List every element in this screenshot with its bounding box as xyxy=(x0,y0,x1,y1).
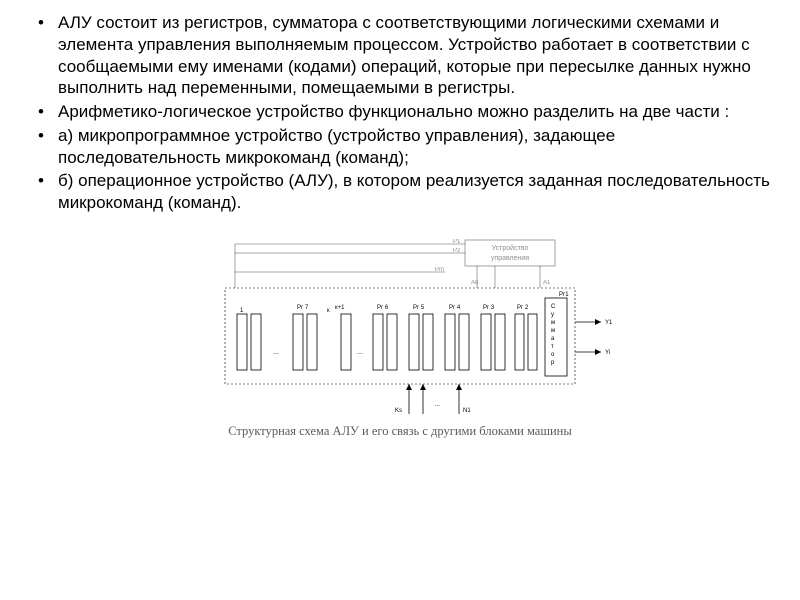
an-label: An xyxy=(471,280,478,286)
svg-text:...: ... xyxy=(435,402,440,408)
bullet-item: Арифметико-логическое устройство функцио… xyxy=(58,101,770,123)
svg-text:С: С xyxy=(551,304,556,310)
svg-text:м: м xyxy=(551,320,555,326)
diagram-caption: Структурная схема АЛУ и его связь с друг… xyxy=(228,424,572,439)
bullet-item: а) микропрограммное устройство (устройст… xyxy=(58,125,770,169)
output-y1: Y1 xyxy=(605,320,613,326)
control-unit-line2: управления xyxy=(491,255,529,262)
svg-text:м: м xyxy=(551,328,555,334)
dots-1: ... xyxy=(273,349,279,356)
reg-inner-1: 1 xyxy=(240,308,244,314)
dots-2: ... xyxy=(357,349,363,356)
svg-text:т: т xyxy=(551,344,554,350)
bullet-item: б) операционное устройство (АЛУ), в кото… xyxy=(58,170,770,214)
signal-p1: P1 xyxy=(453,239,461,245)
reg-inner-k: к xyxy=(327,308,330,314)
bullet-list: АЛУ состоит из регистров, сумматора с со… xyxy=(30,12,770,214)
reg-label-k1: к+1 xyxy=(335,305,345,311)
a1-label: A1 xyxy=(543,280,551,286)
reg-label-4: Рг 4 xyxy=(449,305,461,311)
reg-label-5: Рг 5 xyxy=(413,305,425,311)
output-yi: Yi xyxy=(605,350,610,356)
reg-label-7: Рг 7 xyxy=(297,305,309,311)
signal-p2: P2 xyxy=(453,248,461,254)
input-n1: N1 xyxy=(463,408,471,414)
reg-label-6: Рг 6 xyxy=(377,305,389,311)
reg-label-2: Рг 2 xyxy=(517,305,529,311)
diagram-container: Устройство управления P1 P2 Pm An A1 xyxy=(30,232,770,439)
control-unit-line1: Устройство xyxy=(492,244,529,252)
reg-label-3: Рг 3 xyxy=(483,305,495,311)
pr1-label: Рг1 xyxy=(559,292,569,298)
alu-diagram: Устройство управления P1 P2 Pm An A1 xyxy=(185,232,615,420)
input-ks: Ks xyxy=(395,408,402,414)
bullet-item: АЛУ состоит из регистров, сумматора с со… xyxy=(58,12,770,99)
svg-text:у: у xyxy=(551,312,554,318)
signal-pm: Pm xyxy=(435,267,444,273)
